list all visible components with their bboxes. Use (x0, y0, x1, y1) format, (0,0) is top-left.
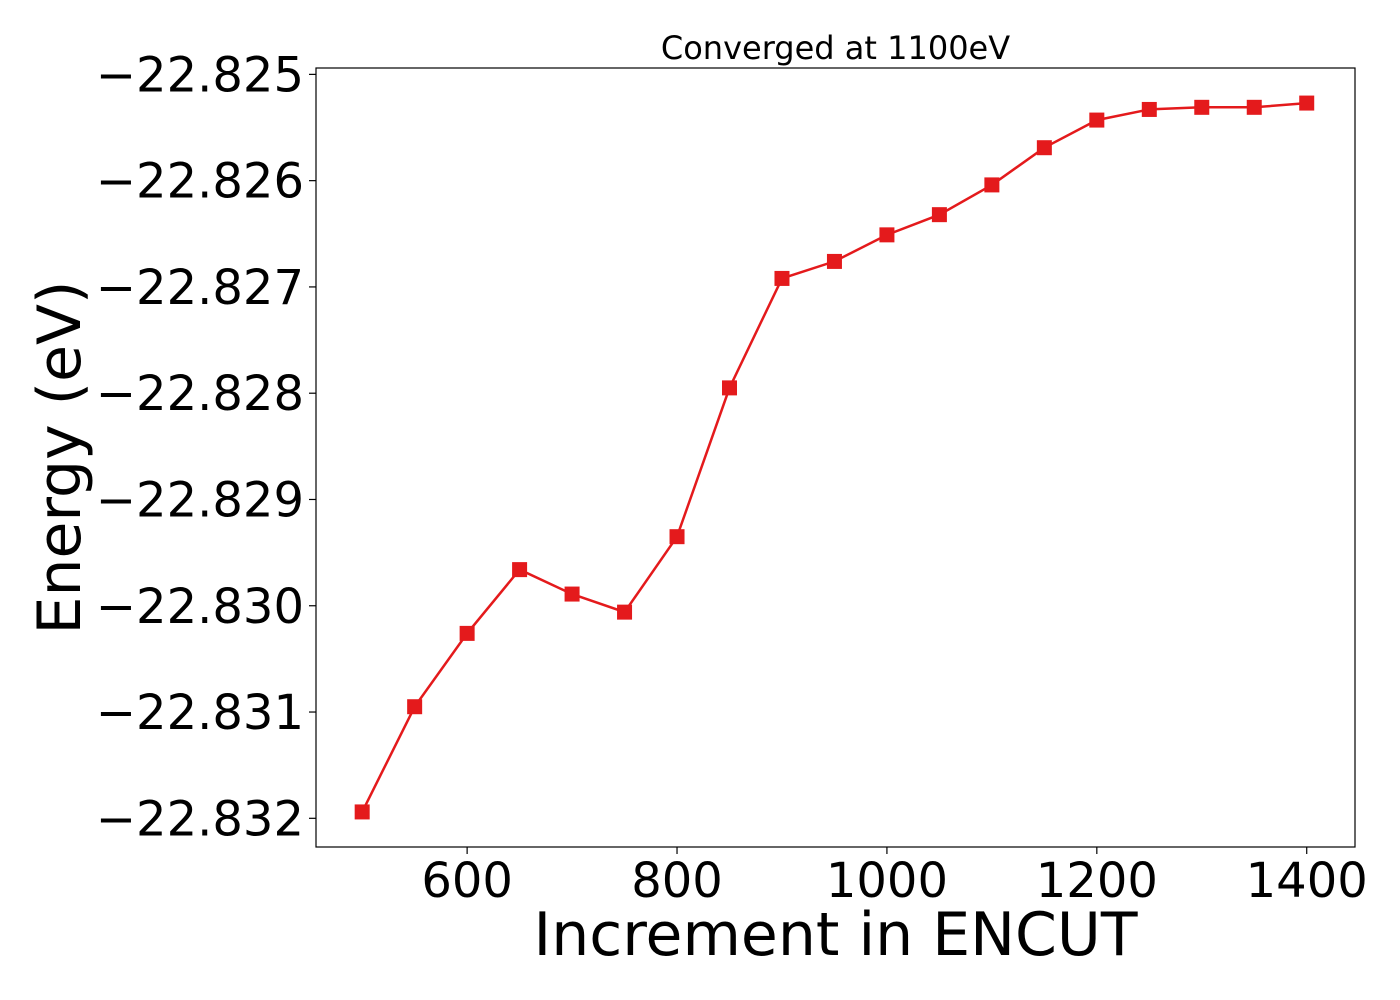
x-tick-label: 600 (421, 853, 513, 909)
y-tick-label: −22.829 (96, 472, 304, 528)
data-point (1089, 112, 1105, 128)
data-point (774, 270, 790, 286)
y-tick-label: −22.827 (96, 260, 304, 316)
data-point (564, 586, 580, 602)
x-tick-label: 1400 (1246, 853, 1368, 909)
y-tick-label: −22.826 (96, 154, 304, 210)
data-point (407, 699, 423, 715)
data-point (617, 604, 633, 620)
data-point (931, 207, 947, 223)
data-point (879, 227, 895, 243)
data-point (459, 625, 475, 641)
y-tick-label: −22.831 (96, 685, 304, 741)
data-point (1246, 99, 1262, 115)
data-point (669, 529, 685, 545)
data-point (1194, 99, 1210, 115)
x-tick-label: 1200 (1036, 853, 1158, 909)
x-tick-label: 800 (631, 853, 723, 909)
data-point (512, 562, 528, 578)
y-axis: −22.825 −22.826 −22.827 −22.828 −22.829 −22.8… (96, 47, 316, 847)
y-tick-label: −22.828 (96, 366, 304, 422)
data-point (984, 177, 1000, 193)
plot-frame (315, 67, 1356, 848)
y-tick-label: −22.832 (96, 791, 304, 847)
data-point (354, 804, 370, 820)
data-point (1036, 140, 1052, 156)
plot-area (315, 67, 1356, 848)
chart-title: Converged at 1100eV (661, 29, 1010, 67)
y-tick-label: −22.825 (96, 47, 304, 103)
x-tick-label: 1000 (826, 853, 948, 909)
x-axis: 600 800 1000 1200 1400 (421, 847, 1368, 909)
data-point (826, 253, 842, 269)
series-group (354, 95, 1315, 820)
x-axis-label: Increment in ENCUT (534, 900, 1138, 970)
data-point (1299, 95, 1315, 111)
data-point (1141, 101, 1157, 117)
data-point (722, 380, 738, 396)
y-axis-label: Energy (eV) (25, 281, 95, 635)
y-tick-label: −22.830 (96, 579, 304, 635)
